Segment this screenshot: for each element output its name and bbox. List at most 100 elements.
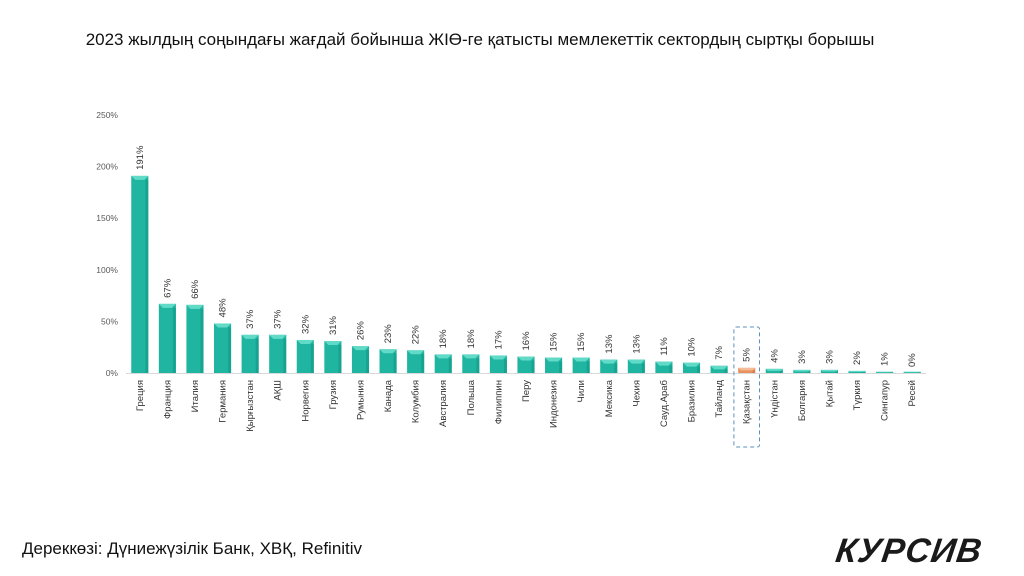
bar-body bbox=[379, 349, 397, 373]
data-label: 3% bbox=[797, 350, 808, 364]
bar-4 bbox=[241, 334, 259, 373]
bar-shade bbox=[310, 343, 314, 373]
bar-shade bbox=[255, 338, 259, 373]
bar-bevel-top bbox=[820, 369, 838, 372]
bar-shade bbox=[862, 371, 866, 373]
bar-16 bbox=[572, 357, 590, 373]
bar-bevel-top bbox=[903, 371, 921, 373]
bar-6 bbox=[296, 339, 314, 373]
bar-shade bbox=[200, 308, 204, 373]
data-label: 22% bbox=[411, 325, 422, 345]
bar-bevel-top bbox=[655, 361, 673, 366]
x-tick-label: Қазақстан bbox=[742, 380, 753, 424]
bar-shade bbox=[890, 372, 894, 373]
x-tick-label: Норвегия bbox=[300, 380, 311, 422]
x-tick-label: Канада bbox=[383, 379, 394, 412]
data-label: 3% bbox=[824, 350, 835, 364]
data-label: 66% bbox=[190, 279, 201, 299]
bar-8 bbox=[351, 346, 370, 373]
x-tick-label: Қытай bbox=[824, 380, 835, 407]
bar-bevel-top bbox=[269, 334, 287, 339]
bar-bevel-top bbox=[131, 175, 149, 180]
bar-shade bbox=[503, 359, 507, 373]
bar-body bbox=[131, 175, 149, 373]
bar-body bbox=[296, 339, 314, 373]
bar-shade bbox=[531, 360, 535, 373]
x-tick-label: Бразилия bbox=[687, 380, 698, 422]
x-tick-label: Чехия bbox=[631, 380, 642, 407]
x-tick-label: Индонезия bbox=[549, 380, 560, 428]
bar-15 bbox=[545, 357, 563, 373]
bar-bevel-top bbox=[407, 350, 425, 355]
data-label: 4% bbox=[769, 349, 780, 363]
x-tick-label: Перу bbox=[521, 380, 532, 402]
bar-bevel-top bbox=[324, 341, 342, 346]
bar-bevel-top bbox=[572, 357, 590, 362]
x-tick-label: Болгария bbox=[797, 380, 808, 421]
bar-body bbox=[351, 346, 370, 373]
y-tick-label: 0% bbox=[106, 368, 119, 378]
bar-0 bbox=[131, 175, 149, 373]
x-tick-label: Германия bbox=[218, 380, 229, 423]
x-tick-label: Чили bbox=[576, 380, 587, 403]
bar-bevel-top bbox=[876, 371, 894, 373]
bar-shade bbox=[366, 350, 370, 373]
bar-body bbox=[848, 370, 866, 373]
data-label: 17% bbox=[493, 330, 504, 350]
data-label: 13% bbox=[631, 334, 642, 354]
source-note: Дереккөзі: Дүниежүзілік Банк, ХВҚ, Refin… bbox=[22, 539, 363, 558]
bar-shade bbox=[752, 370, 756, 373]
bar-21 bbox=[710, 365, 728, 373]
bar-body bbox=[489, 355, 507, 373]
bar-2 bbox=[186, 304, 204, 373]
bar-body bbox=[682, 362, 701, 373]
data-label: 32% bbox=[300, 314, 311, 334]
data-label: 13% bbox=[604, 334, 615, 354]
bar-23 bbox=[765, 368, 783, 373]
bar-bevel-top bbox=[848, 370, 866, 372]
bar-shade bbox=[228, 327, 232, 373]
bar-9 bbox=[379, 349, 397, 373]
bar-bevel-top bbox=[379, 349, 397, 354]
bars bbox=[131, 175, 921, 373]
data-label: 7% bbox=[714, 345, 725, 359]
bar-bevel-top bbox=[793, 369, 811, 372]
bar-bevel-top bbox=[186, 304, 204, 309]
x-tick-label: Ресей bbox=[907, 380, 918, 407]
bar-shade bbox=[283, 338, 287, 373]
data-label: 23% bbox=[383, 324, 394, 344]
bar-bevel-top bbox=[434, 354, 452, 359]
data-label: 16% bbox=[521, 331, 532, 351]
bar-body bbox=[158, 303, 176, 373]
data-label: 18% bbox=[466, 329, 477, 349]
x-tick-label: Сингапур bbox=[880, 380, 891, 421]
bar-bevel-top bbox=[517, 356, 535, 361]
bar-body bbox=[407, 350, 425, 373]
data-label: 0% bbox=[907, 353, 918, 367]
bar-11 bbox=[434, 354, 452, 373]
bar-28 bbox=[903, 371, 921, 373]
bar-bevel-top bbox=[214, 323, 232, 328]
y-axis: 0% 50% 100% 150% 200% 250% bbox=[96, 110, 118, 378]
bar-shade bbox=[779, 370, 783, 373]
bar-shade bbox=[145, 179, 149, 373]
bar-3 bbox=[214, 323, 232, 373]
data-label: 15% bbox=[549, 332, 560, 352]
bar-shade bbox=[917, 372, 921, 373]
data-label: 10% bbox=[687, 337, 698, 357]
x-axis: Греция Франция Италия Германия Қырғызстан АҚШ… bbox=[126, 326, 926, 448]
data-label: 2% bbox=[852, 351, 863, 365]
bar-26 bbox=[848, 370, 866, 373]
bar-body bbox=[214, 323, 232, 373]
data-label: 15% bbox=[576, 332, 587, 352]
data-label: 1% bbox=[880, 352, 891, 366]
data-label: 67% bbox=[162, 278, 173, 298]
data-label: 31% bbox=[328, 315, 339, 335]
bar-body bbox=[324, 341, 342, 373]
bar-14 bbox=[517, 356, 535, 373]
bar-18 bbox=[627, 359, 645, 373]
bar-1 bbox=[158, 303, 176, 373]
bar-19 bbox=[655, 361, 673, 373]
bar-body bbox=[517, 356, 535, 373]
